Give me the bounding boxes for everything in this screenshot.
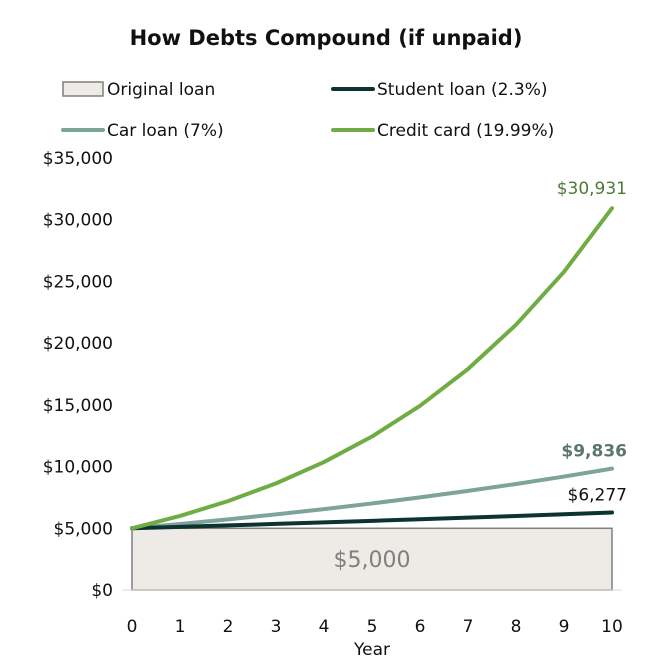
- x-tick-label: 9: [559, 617, 570, 637]
- series-line-student: [130, 510, 614, 531]
- x-tick-label: 10: [601, 617, 623, 637]
- plot-area: $0 $5,000 $10,000 $15,000 $20,000 $25,000 $30,…: [43, 149, 627, 637]
- x-tick-label: 8: [511, 617, 522, 637]
- original-loan-bar: [131, 527, 613, 591]
- x-tick-label: 1: [175, 617, 186, 637]
- y-tick-label: $5,000: [54, 519, 113, 539]
- end-value-label: $30,931: [557, 179, 627, 199]
- chart-title: How Debts Compound (if unpaid): [130, 26, 523, 50]
- y-tick-label: $20,000: [43, 334, 113, 354]
- x-tick-label: 5: [367, 617, 378, 637]
- x-tick-label: 4: [319, 617, 330, 637]
- x-axis-label: Year: [353, 640, 390, 660]
- legend-label-student-loan: Student loan (2.3%): [377, 80, 548, 100]
- y-tick-label: $0: [91, 581, 113, 601]
- x-tick-label: 2: [223, 617, 234, 637]
- y-tick-label: $10,000: [43, 458, 113, 478]
- legend-label-credit-card: Credit card (19.99%): [377, 121, 554, 141]
- y-tick-label: $30,000: [43, 211, 113, 231]
- y-tick-label: $15,000: [43, 396, 113, 416]
- legend: Original loan Student loan (2.3%) Car lo…: [61, 80, 554, 141]
- end-value-label: $9,836: [561, 442, 627, 462]
- x-tick-label: 0: [127, 617, 138, 637]
- original-loan-label: $5,000: [334, 548, 411, 573]
- series-line-car: [130, 466, 614, 531]
- legend-swatch-original-loan: [62, 81, 104, 97]
- series-line-credit: [130, 206, 614, 531]
- x-tick-label: 3: [271, 617, 282, 637]
- y-tick-label: $35,000: [43, 149, 113, 169]
- y-tick-label: $25,000: [43, 272, 113, 292]
- x-tick-label: 6: [415, 617, 426, 637]
- end-value-label: $6,277: [568, 486, 627, 506]
- legend-label-car-loan: Car loan (7%): [107, 121, 224, 141]
- x-tick-label: 7: [463, 617, 474, 637]
- legend-label-original-loan: Original loan: [107, 80, 215, 100]
